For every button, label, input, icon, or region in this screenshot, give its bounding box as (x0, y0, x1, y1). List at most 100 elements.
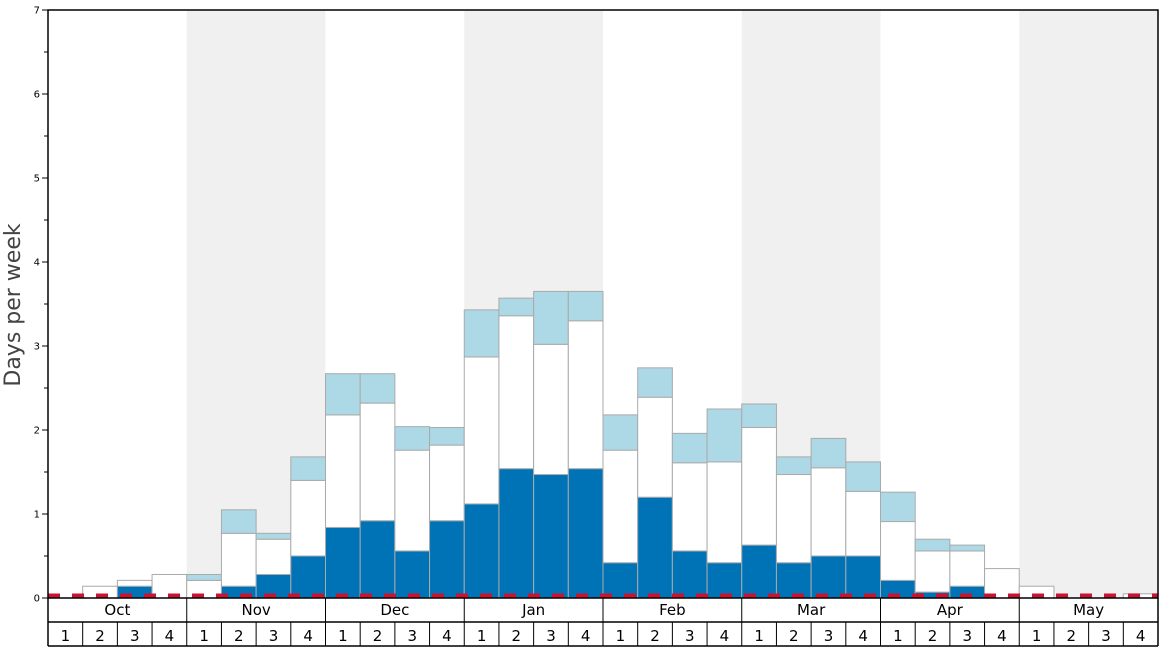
bar-dark-16 (567, 468, 604, 599)
bar-dark-21 (741, 544, 777, 599)
bar-light-6 (220, 509, 257, 534)
y-tick-label: 0 (34, 594, 40, 605)
bar-light-5 (186, 573, 222, 581)
week-label: 4 (303, 627, 313, 645)
bar-light-23 (810, 437, 847, 469)
y-tick-label: 7 (34, 6, 40, 17)
bar-white-28 (984, 568, 1020, 599)
y-tick-label: 5 (34, 174, 40, 185)
week-label: 2 (95, 627, 105, 645)
week-label: 1 (754, 627, 764, 645)
week-label: 4 (1136, 627, 1146, 645)
bar-white-6 (220, 532, 257, 587)
bar-white-21 (741, 426, 777, 546)
bar-white-8 (290, 479, 326, 557)
week-label: 4 (858, 627, 868, 645)
bar-white-11 (394, 449, 431, 552)
bar-light-26 (914, 538, 951, 552)
bar-dark-15 (533, 474, 569, 599)
bar-light-7 (255, 532, 292, 540)
week-label: 1 (1032, 627, 1042, 645)
bars (82, 290, 1159, 599)
week-label: 1 (338, 627, 348, 645)
bar-light-11 (394, 426, 431, 451)
bar-dark-17 (602, 562, 639, 599)
bar-light-8 (290, 456, 326, 481)
bar-dark-20 (706, 562, 743, 599)
bar-white-3 (116, 579, 153, 587)
bar-white-15 (533, 343, 569, 476)
bar-white-7 (255, 538, 292, 575)
bar-dark-14 (498, 468, 535, 599)
week-label: 4 (720, 627, 730, 645)
bar-dark-10 (359, 520, 396, 599)
bar-white-20 (706, 461, 743, 564)
week-label: 3 (269, 627, 279, 645)
bar-white-9 (325, 414, 361, 528)
bar-light-24 (845, 461, 881, 492)
week-label: 2 (789, 627, 799, 645)
y-tick-label: 6 (34, 90, 40, 101)
y-tick-label: 1 (34, 510, 40, 521)
month-label-nov: Nov (241, 601, 270, 619)
y-tick-label: 4 (34, 258, 40, 269)
bar-dark-8 (290, 555, 326, 599)
bar-light-14 (498, 297, 535, 317)
week-label: 4 (997, 627, 1007, 645)
week-label: 1 (199, 627, 209, 645)
bar-light-18 (637, 367, 673, 398)
bar-light-19 (671, 432, 708, 464)
bar-dark-22 (775, 562, 812, 599)
bar-white-22 (775, 474, 812, 564)
week-label: 4 (581, 627, 591, 645)
week-label: 2 (928, 627, 938, 645)
month-shade-may (1019, 10, 1158, 598)
bar-light-10 (359, 373, 396, 404)
bar-white-13 (463, 356, 500, 505)
bar-dark-23 (810, 555, 847, 599)
month-label-feb: Feb (659, 601, 686, 619)
bar-white-25 (880, 521, 916, 581)
week-label: 2 (1067, 627, 1077, 645)
y-axis-label: Days per week (1, 223, 26, 386)
week-label: 1 (61, 627, 71, 645)
month-label-mar: Mar (797, 601, 826, 619)
bar-white-17 (602, 449, 639, 564)
bar-dark-24 (845, 555, 881, 599)
month-label-may: May (1073, 601, 1104, 619)
bar-light-22 (775, 456, 812, 476)
week-label: 1 (477, 627, 487, 645)
y-tick-label: 2 (34, 426, 40, 437)
bar-white-12 (429, 444, 465, 522)
bar-white-14 (498, 315, 535, 470)
week-label: 1 (616, 627, 626, 645)
week-label: 3 (130, 627, 140, 645)
bar-light-9 (325, 373, 361, 416)
week-label: 2 (512, 627, 522, 645)
bar-white-18 (637, 396, 673, 498)
week-label: 4 (442, 627, 452, 645)
bar-light-15 (533, 290, 569, 345)
week-label: 2 (373, 627, 383, 645)
month-label-jan: Jan (521, 601, 545, 619)
bar-dark-19 (671, 550, 708, 599)
bar-dark-11 (394, 550, 431, 599)
week-label: 3 (546, 627, 556, 645)
bar-dark-13 (463, 503, 500, 599)
bar-light-21 (741, 403, 777, 428)
week-label: 3 (685, 627, 695, 645)
bar-white-10 (359, 402, 396, 522)
bar-white-24 (845, 490, 881, 557)
week-label: 2 (650, 627, 660, 645)
week-label: 4 (165, 627, 175, 645)
bar-white-16 (567, 320, 604, 470)
week-label: 3 (824, 627, 834, 645)
month-label-oct: Oct (104, 601, 130, 619)
bar-light-13 (463, 309, 500, 358)
axes: 0 1 2 3 4 5 6 7 Oct Nov Dec Jan Feb Mar Apr May 1 2 3 4 1 2 3 4… (34, 6, 1159, 647)
bar-white-27 (949, 550, 986, 587)
bar-white-23 (810, 467, 847, 557)
bar-dark-9 (325, 526, 361, 599)
week-label: 3 (407, 627, 417, 645)
